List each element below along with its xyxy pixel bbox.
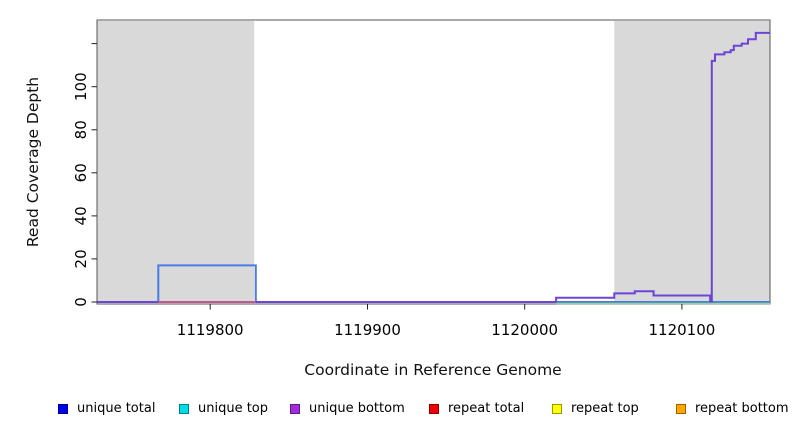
legend-label: repeat top (571, 401, 639, 416)
y-tick-label: 0 (72, 297, 90, 307)
legend-swatch-icon (429, 404, 439, 414)
legend-item-unique-total: unique total (58, 401, 155, 417)
legend-swatch-icon (552, 404, 562, 414)
legend-swatch-icon (676, 404, 686, 414)
plot-border (96, 19, 771, 305)
series-unique-bottom (97, 31, 770, 303)
y-tick-label: 100 (72, 72, 90, 101)
legend-swatch-icon (290, 404, 300, 414)
y-axis-title: Read Coverage Depth (24, 76, 42, 248)
x-tick-label: 1120000 (491, 321, 558, 339)
legend-item-repeat-total: repeat total (429, 401, 524, 417)
legend-label: unique bottom (309, 401, 405, 416)
legend-label: unique top (198, 401, 269, 416)
x-tick-label: 1119800 (177, 321, 244, 339)
y-tick-label: 20 (72, 249, 90, 268)
legend-item-unique-bottom: unique bottom (290, 401, 405, 417)
y-tick-label: 40 (72, 206, 90, 225)
legend-item-unique-top: unique top (179, 401, 268, 417)
x-tick-label: 1119900 (334, 321, 401, 339)
y-tick-label: 80 (72, 120, 90, 139)
legend-label: repeat bottom (695, 401, 789, 416)
shaded-region (614, 21, 770, 303)
x-tick-label: 1120100 (648, 321, 715, 339)
legend-item-repeat-top: repeat top (552, 401, 639, 417)
legend-label: repeat total (448, 401, 525, 416)
y-tick-label: 60 (72, 163, 90, 182)
legend-swatch-icon (58, 404, 68, 414)
x-axis-title: Coordinate in Reference Genome (304, 361, 562, 379)
legend-label: unique total (77, 401, 156, 416)
shaded-region (97, 21, 255, 303)
legend-swatch-icon (179, 404, 189, 414)
legend-item-repeat-bottom: repeat bottom (676, 401, 789, 417)
